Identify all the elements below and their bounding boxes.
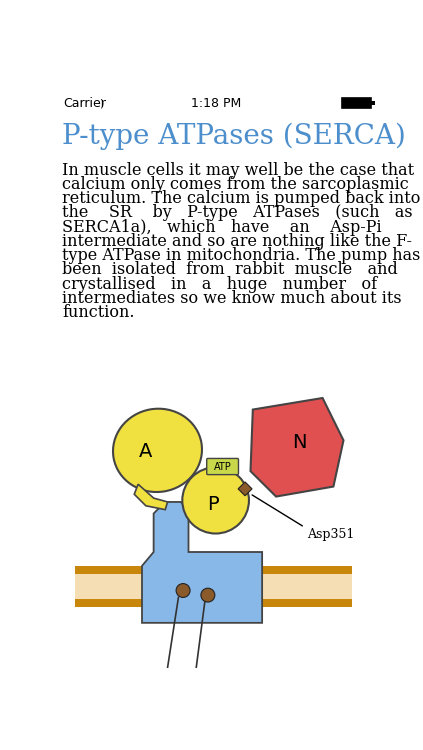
Polygon shape (142, 502, 262, 622)
Text: 1:18 PM: 1:18 PM (191, 97, 242, 109)
Text: intermediates so we know much about its: intermediates so we know much about its (62, 290, 402, 307)
Text: SERCA1a),   which   have    an    Asp-Pi: SERCA1a), which have an Asp-Pi (62, 218, 382, 236)
Text: ): ) (99, 98, 104, 108)
Polygon shape (134, 484, 168, 510)
Text: N: N (292, 433, 307, 452)
Bar (74, 566, 352, 574)
Circle shape (201, 588, 215, 602)
Circle shape (176, 584, 190, 598)
Text: ATP: ATP (214, 461, 231, 472)
FancyBboxPatch shape (207, 458, 239, 475)
Text: reticulum. The calcium is pumped back into: reticulum. The calcium is pumped back in… (62, 190, 420, 207)
Text: the    SR    by   P-type   ATPases   (such   as: the SR by P-type ATPases (such as (62, 204, 413, 221)
Ellipse shape (113, 409, 202, 492)
Text: calcium only comes from the sarcoplasmic: calcium only comes from the sarcoplasmic (62, 176, 409, 193)
Text: P: P (208, 495, 219, 514)
Text: A: A (139, 442, 153, 461)
Text: Carrier: Carrier (64, 97, 107, 109)
Text: intermediate and so are nothing like the F-: intermediate and so are nothing like the… (62, 232, 412, 250)
Text: In muscle cells it may well be the case that: In muscle cells it may well be the case … (62, 161, 414, 178)
Text: function.: function. (62, 304, 135, 321)
Bar (74, 599, 352, 608)
Text: P-type ATPases (SERCA): P-type ATPases (SERCA) (62, 123, 406, 151)
Bar (74, 566, 352, 608)
Text: Asp351: Asp351 (307, 528, 354, 542)
Polygon shape (238, 482, 252, 496)
Circle shape (182, 467, 249, 533)
Bar (371, 100, 374, 106)
Text: type ATPase in mitochondria. The pump has: type ATPase in mitochondria. The pump ha… (62, 247, 420, 264)
Polygon shape (250, 398, 343, 496)
Bar (342, 98, 371, 109)
Text: crystallised   in   a   huge   number   of: crystallised in a huge number of (62, 275, 377, 292)
Text: been  isolated  from  rabbit  muscle   and: been isolated from rabbit muscle and (62, 261, 398, 278)
